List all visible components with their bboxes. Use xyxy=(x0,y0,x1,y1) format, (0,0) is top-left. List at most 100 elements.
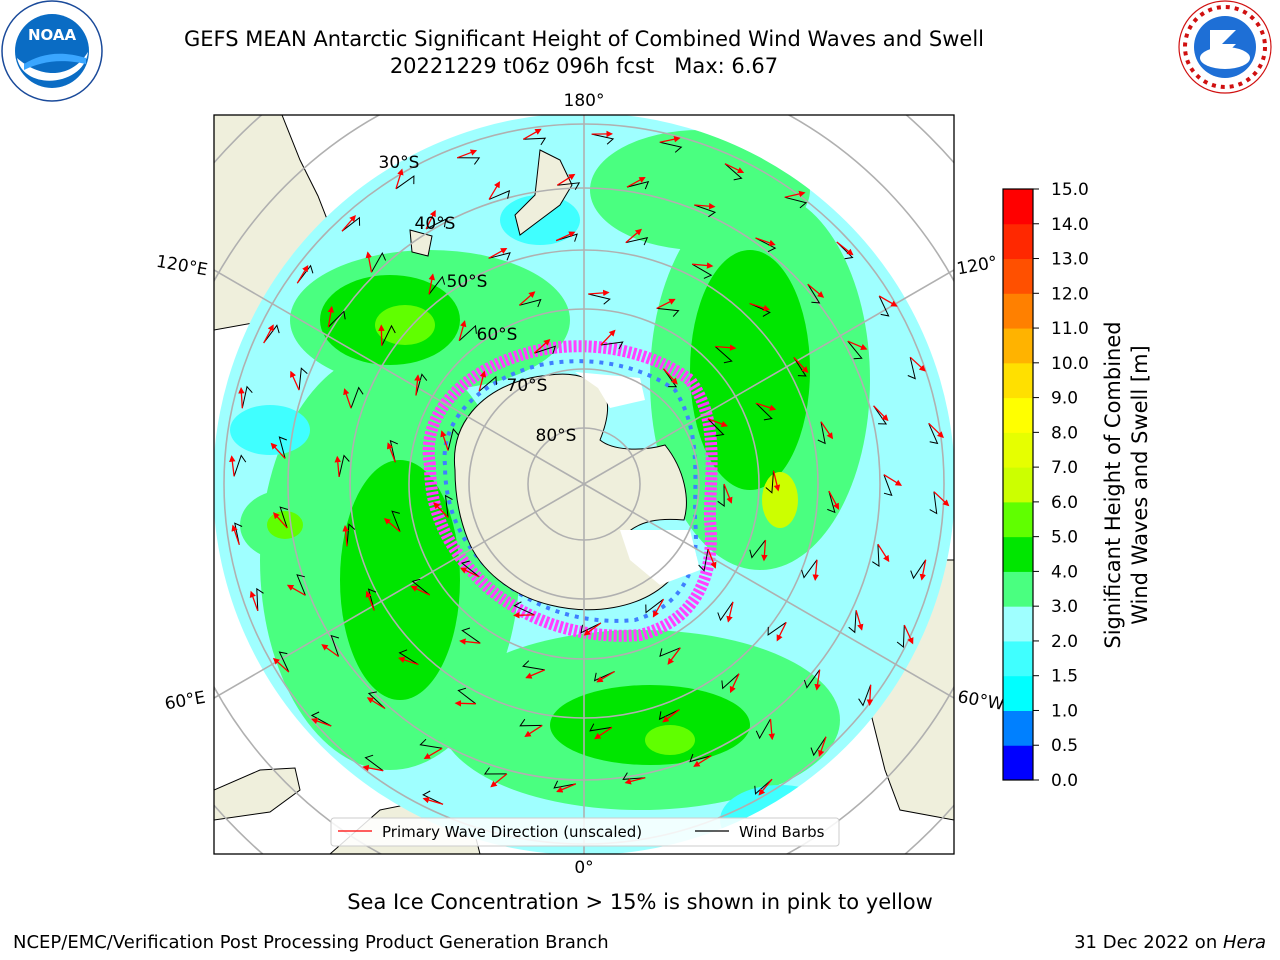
colorbar-segment xyxy=(1003,501,1033,538)
wave-direction-arrow xyxy=(855,610,864,631)
wind-barb xyxy=(836,241,854,260)
wind-barb xyxy=(398,649,419,665)
wave-direction-arrow xyxy=(327,305,335,328)
wave-direction-arrow xyxy=(378,324,385,346)
wind-barb xyxy=(755,718,771,740)
wave-direction-arrow xyxy=(398,656,419,666)
wave-direction-arrow xyxy=(847,340,868,350)
wind-barb xyxy=(847,340,863,360)
wave-direction-arrow xyxy=(761,540,768,562)
wave-direction-arrow xyxy=(776,622,787,642)
wind-barb xyxy=(593,671,615,682)
new-zealand xyxy=(514,149,573,236)
wave-direction-arrow xyxy=(555,231,576,242)
wave-direction-arrow xyxy=(524,724,543,738)
wind-barb xyxy=(717,483,725,507)
colorbar-tick-label: 12.0 xyxy=(1051,284,1089,304)
wind-barb xyxy=(371,251,387,273)
wave-direction-arrow xyxy=(459,638,481,645)
wave-direction-arrow xyxy=(238,387,245,409)
wave-direction-arrow xyxy=(249,590,259,612)
colorbar-segment xyxy=(1003,258,1033,294)
wave-direction-arrow xyxy=(459,567,480,578)
wave-direction-arrow xyxy=(652,598,665,618)
wave-direction-arrow xyxy=(667,647,681,665)
wind-barb xyxy=(391,510,401,532)
wave-direction-arrow xyxy=(873,405,889,422)
wave-direction-arrow xyxy=(362,764,384,772)
title-line-2: 20221229 t06z 096h fcst Max: 6.67 xyxy=(389,54,779,78)
wind-barb xyxy=(858,684,872,707)
wind-barb xyxy=(767,621,787,636)
wind-barb xyxy=(721,673,740,690)
wind-barb xyxy=(488,189,511,200)
wave-direction-arrow xyxy=(793,357,809,374)
wave-band-3-4m-top xyxy=(590,130,810,250)
colorbar-segment xyxy=(1003,745,1033,781)
colorbar-tick-label: 8.0 xyxy=(1051,423,1078,443)
wave-direction-arrow xyxy=(878,295,898,307)
wave-direction-arrow xyxy=(836,241,854,256)
legend: Primary Wave Direction (unscaled) Wind B… xyxy=(330,817,840,847)
wind-barb xyxy=(458,324,477,342)
wind-barb xyxy=(488,252,511,261)
wind-barb xyxy=(425,218,447,230)
wave-direction-arrow xyxy=(296,264,309,284)
wave-band-5-6m-south xyxy=(645,725,695,755)
title-line-1: GEFS MEAN Antarctic Significant Height o… xyxy=(183,27,985,51)
wave-direction-arrow xyxy=(456,149,478,159)
wave-direction-arrow xyxy=(758,778,773,796)
wind-barb xyxy=(929,491,938,515)
wind-barb xyxy=(263,324,280,344)
wave-direction-arrow xyxy=(490,773,508,788)
wave-direction-arrow xyxy=(321,644,339,658)
nws-logo xyxy=(1178,0,1272,94)
footer-branch: NCEP/EMC/Verification Post Processing Pr… xyxy=(13,932,609,953)
colorbar-segment xyxy=(1003,362,1033,399)
wind-barb xyxy=(519,718,543,727)
colorbar-tick-label: 13.0 xyxy=(1051,250,1089,270)
wind-barb xyxy=(428,275,446,295)
wind-barb xyxy=(755,237,777,253)
wave-direction-arrow xyxy=(478,370,487,392)
wave-band-4-5m-south xyxy=(550,685,750,765)
colorbar-tick-label: 11.0 xyxy=(1051,319,1089,339)
wave-direction-arrow xyxy=(583,622,602,636)
wave-direction-arrow xyxy=(440,430,449,451)
wave-direction-arrow xyxy=(525,669,546,679)
sea-ice-rim xyxy=(422,340,718,642)
wind-barb xyxy=(878,295,890,317)
wind-barb xyxy=(338,454,350,478)
wave-direction-arrow xyxy=(518,291,536,306)
wind-barb xyxy=(793,357,807,377)
wind-barb xyxy=(256,587,264,611)
wind-barb xyxy=(658,709,680,721)
wave-direction-arrow xyxy=(522,128,542,140)
wave-direction-arrow xyxy=(410,585,431,596)
wind-barb xyxy=(656,307,680,317)
wave-direction-arrow xyxy=(556,783,577,793)
land-africa xyxy=(214,767,301,821)
wind-barb xyxy=(817,421,826,445)
wind-barb xyxy=(328,310,346,328)
wind-barb xyxy=(724,163,743,181)
wave-direction-arrow xyxy=(723,483,733,504)
chart-title: GEFS MEAN Antarctic Significant Height o… xyxy=(0,26,1168,80)
colorbar-tick-label: 1.5 xyxy=(1051,667,1078,687)
wind-barb xyxy=(907,357,916,380)
colorbar-segment xyxy=(1003,467,1033,503)
wind-barb xyxy=(557,182,581,191)
wind-barb xyxy=(513,601,535,616)
wind-barb xyxy=(784,196,808,209)
wave-direction-arrow xyxy=(423,747,443,760)
wind-barb xyxy=(457,157,481,165)
wave-direction-arrow xyxy=(433,502,449,518)
wind-barb xyxy=(519,298,542,308)
colorbar-segment xyxy=(1003,640,1033,677)
wind-barb xyxy=(411,578,431,596)
wind-barb xyxy=(447,428,459,451)
wave-direction-arrow xyxy=(273,512,288,529)
wind-barb xyxy=(233,454,247,477)
wind-barb xyxy=(698,549,709,572)
